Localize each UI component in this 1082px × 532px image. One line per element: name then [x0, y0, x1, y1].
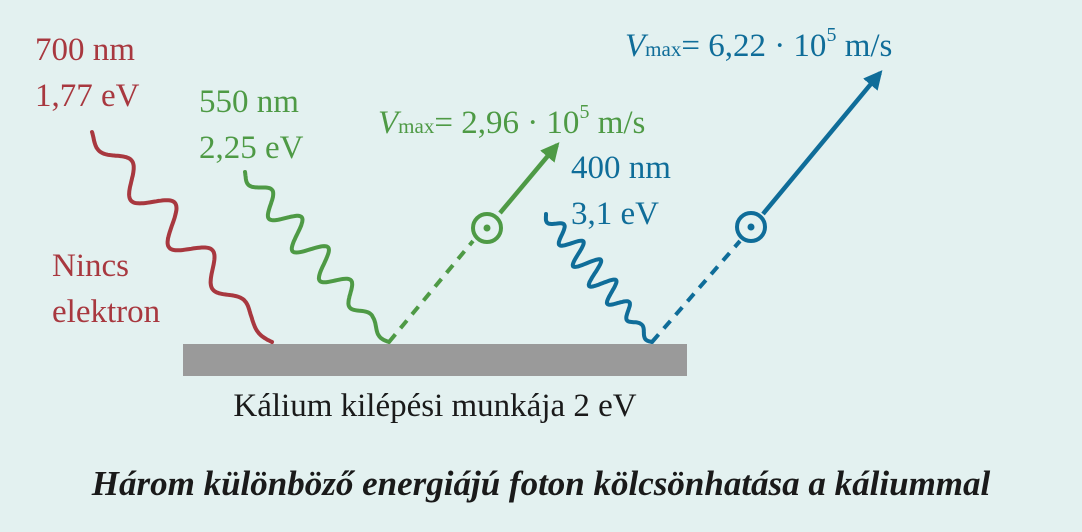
green-energy-label: 2,25 eV — [199, 130, 304, 166]
blue-electron-circle — [735, 211, 767, 243]
no-electron-label-line1: Nincs — [52, 248, 129, 284]
green-vmax-label: Vmax= 2,96 · 105 m/s — [378, 101, 645, 141]
figure-caption: Három különböző energiájú foton kölcsönh… — [91, 464, 991, 503]
green-photon-wave — [243, 170, 391, 344]
green-electron-dot — [483, 224, 491, 232]
blue-wavelength-label: 400 nm — [571, 150, 671, 186]
blue-electron-dot — [747, 223, 755, 231]
blue-electron-dashed-path — [650, 239, 742, 344]
red-wavelength-label: 700 nm — [35, 32, 135, 68]
potassium-plate — [183, 344, 687, 376]
green-electron-circle — [471, 212, 503, 244]
blue-vmax-label: Vmax= 6,22 · 105 m/s — [625, 24, 892, 64]
green-wavelength-label: 550 nm — [199, 84, 299, 120]
no-electron-label-line2: elektron — [52, 294, 160, 330]
plate-label: Kálium kilépési munkája 2 eV — [233, 388, 636, 424]
blue-energy-label: 3,1 eV — [571, 196, 659, 232]
red-energy-label: 1,77 eV — [35, 78, 140, 114]
blue-electron-arrow — [761, 70, 883, 216]
red-photon-wave — [90, 130, 274, 344]
blue-photon-wave — [543, 212, 654, 344]
green-electron-arrow — [498, 142, 560, 215]
green-electron-dashed-path — [387, 239, 475, 344]
